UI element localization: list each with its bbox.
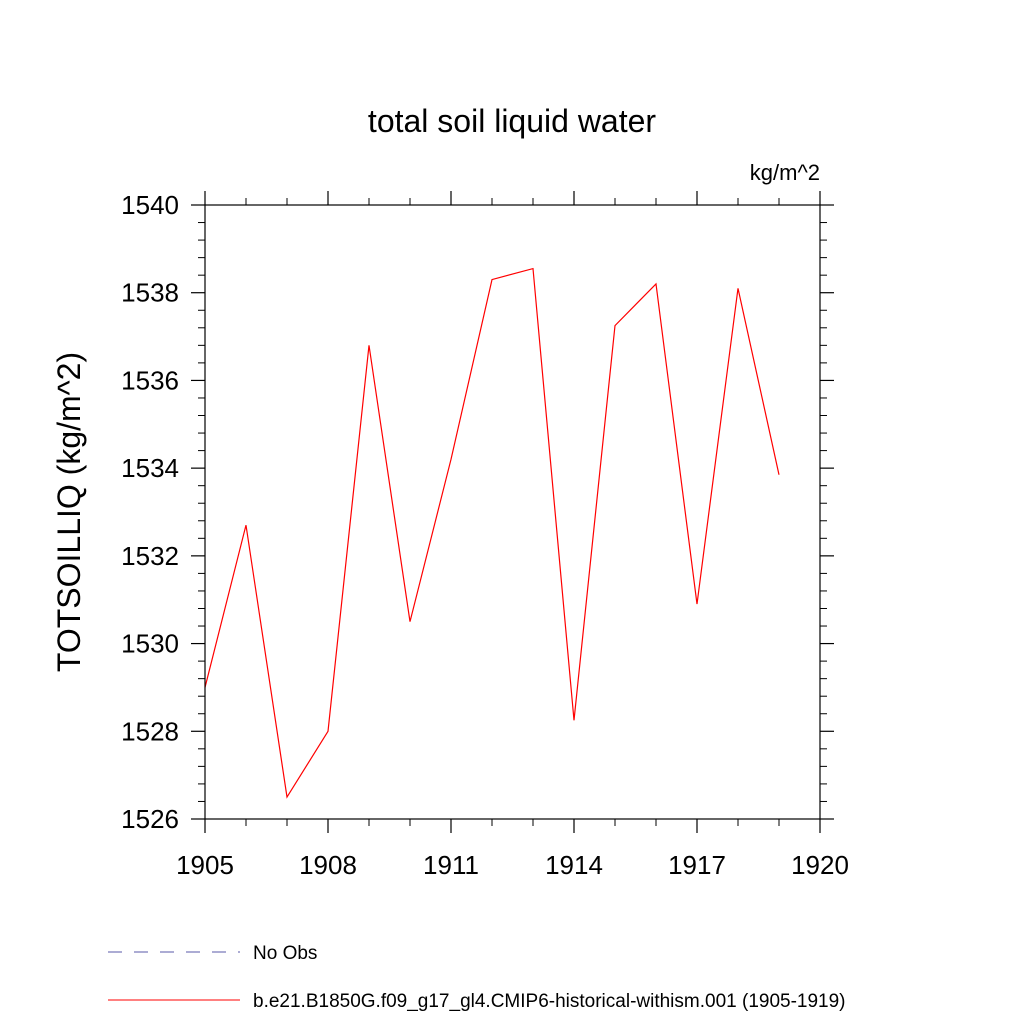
x-tick-labels: 1905 1908 1911 1914 1917 1920	[176, 850, 849, 880]
series-line	[204, 267, 780, 799]
x-tick-label: 1908	[299, 850, 357, 880]
units-label: kg/m^2	[750, 160, 820, 185]
chart-title: total soil liquid water	[368, 103, 656, 139]
x-tick-label: 1917	[668, 850, 726, 880]
legend: No Obs b.e21.B1850G.f09_g17_gl4.CMIP6-hi…	[108, 943, 846, 1012]
y-tick-label: 1534	[121, 453, 179, 483]
legend-label-model-run: b.e21.B1850G.f09_g17_gl4.CMIP6-historica…	[253, 991, 846, 1012]
x-tick-label: 1911	[423, 850, 479, 880]
y-tick-label: 1538	[121, 278, 179, 308]
x-tick-label: 1905	[176, 850, 234, 880]
x-tick-label: 1914	[545, 850, 603, 880]
y-tick-label: 1532	[121, 541, 179, 571]
plot-frame	[204, 204, 821, 820]
y-tick-label: 1536	[121, 365, 179, 395]
legend-label-no-obs: No Obs	[253, 943, 317, 964]
y-tick-labels: 1526 1528 1530 1532 1534 1536 1538 1540	[121, 190, 179, 834]
y-tick-label: 1526	[121, 804, 179, 834]
y-tick-label: 1540	[121, 190, 179, 220]
y-tick-label: 1528	[121, 716, 179, 746]
minor-ticks	[198, 198, 827, 826]
y-tick-label: 1530	[121, 629, 179, 659]
y-axis-label: TOTSOILLIQ (kg/m^2)	[51, 352, 87, 672]
major-ticks	[191, 191, 834, 833]
x-tick-label: 1920	[791, 850, 849, 880]
series-layer	[204, 267, 780, 799]
